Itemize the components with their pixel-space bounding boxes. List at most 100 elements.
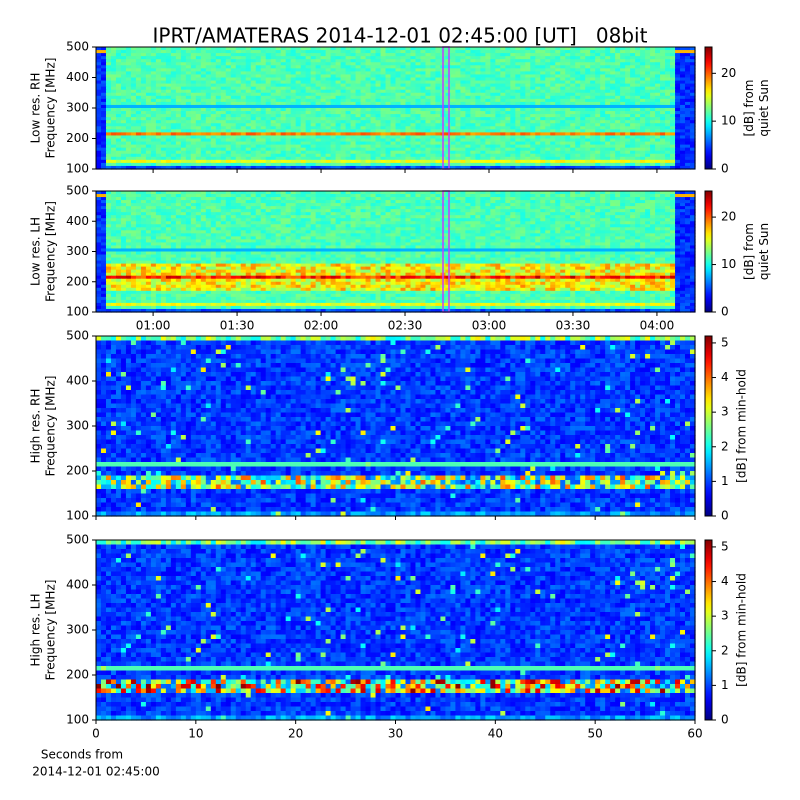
spectrogram-cell <box>155 68 162 72</box>
spectrogram-cell <box>460 89 466 94</box>
spectrogram-cell <box>530 47 536 51</box>
spectrogram-cell <box>160 50 167 54</box>
spectrogram-cell <box>690 86 696 91</box>
spectrogram-cell <box>515 71 521 76</box>
spectrogram-cell <box>415 92 422 97</box>
spectrogram-cell <box>640 71 646 76</box>
spectrogram-cell <box>310 89 317 94</box>
spectrogram-cell <box>450 77 456 82</box>
spectrogram-cell <box>450 53 456 57</box>
spectrogram-cell <box>355 101 362 106</box>
spectrogram-cell <box>465 98 471 103</box>
spectrogram-cell <box>390 89 397 94</box>
spectrogram-cell <box>450 80 456 85</box>
spectrogram-cell <box>150 98 157 103</box>
spectrogram-cell <box>535 108 541 112</box>
spectrogram-cell <box>255 77 262 82</box>
spectrogram-cell <box>155 86 162 91</box>
spectrogram-cell <box>575 86 581 91</box>
spectrogram-cell <box>215 86 222 91</box>
spectrogram-cell <box>255 62 262 66</box>
spectrogram-cell <box>490 71 496 76</box>
spectrogram-cell <box>190 108 197 112</box>
spectrogram-cell <box>400 92 407 97</box>
spectrogram-cell <box>225 83 232 88</box>
spectrogram-cell <box>245 47 252 51</box>
spectrogram-cell <box>520 89 526 94</box>
spectrogram-cell <box>270 50 277 54</box>
spectrogram-cell <box>550 59 556 63</box>
spectrogram-cell <box>175 95 182 100</box>
spectrogram-cell <box>155 77 162 82</box>
spectrogram-cell <box>170 89 177 94</box>
spectrogram-cell <box>260 95 267 100</box>
spectrogram-cell <box>195 62 202 66</box>
spectrogram-cell <box>510 83 516 88</box>
spectrogram-cell <box>325 77 332 82</box>
spectrogram-cell <box>405 77 412 82</box>
spectrogram-cell <box>490 59 496 63</box>
spectrogram-cell <box>330 53 337 57</box>
spectrogram-cell <box>595 68 601 72</box>
spectrogram-cell <box>520 65 526 69</box>
spectrogram-cell <box>670 86 676 91</box>
spectrogram-cell <box>520 53 526 57</box>
spectrogram-cell <box>345 71 352 76</box>
spectrogram-cell <box>355 98 362 103</box>
spectrogram-cell <box>265 104 272 109</box>
spectrogram-cell <box>275 89 282 94</box>
spectrogram-cell <box>170 101 177 106</box>
spectrogram-cell <box>110 62 117 66</box>
spectrogram-cell <box>660 86 666 91</box>
spectrogram-cell <box>235 65 242 69</box>
spectrogram-cell <box>570 92 576 97</box>
spectrogram-cell <box>380 74 387 79</box>
spectrogram-cell <box>300 65 307 69</box>
spectrogram-cell <box>380 50 387 54</box>
spectrogram-cell <box>585 101 591 106</box>
spectrogram-cell <box>580 50 586 54</box>
spectrogram-cell <box>665 47 671 51</box>
spectrogram-cell <box>545 68 551 72</box>
spectrogram-cell <box>260 59 267 63</box>
spectrogram-cell <box>345 83 352 88</box>
spectrogram-cell <box>365 59 372 63</box>
spectrogram-cell <box>530 74 536 79</box>
spectrogram-cell <box>495 56 501 60</box>
spectrogram-cell <box>290 74 297 79</box>
spectrogram-cell <box>690 95 696 100</box>
spectrogram-cell <box>245 77 252 82</box>
spectrogram-cell <box>335 71 342 76</box>
spectrogram-cell <box>205 68 212 72</box>
spectrogram-cell <box>620 98 626 103</box>
spectrogram-cell <box>490 86 496 91</box>
spectrogram-cell <box>290 86 297 91</box>
spectrogram-cell <box>570 95 576 100</box>
spectrogram-cell <box>685 98 691 103</box>
spectrogram-cell <box>540 89 546 94</box>
spectrogram-cell <box>270 108 277 112</box>
spectrogram-cell <box>300 95 307 100</box>
spectrogram-cell <box>100 83 107 88</box>
spectrogram-cell <box>135 89 142 94</box>
spectrogram-cell <box>320 104 327 109</box>
spectrogram-cell <box>210 47 217 51</box>
spectrogram-cell <box>160 108 167 112</box>
spectrogram-cell <box>630 53 636 57</box>
spectrogram-cell <box>530 108 536 112</box>
spectrogram-cell <box>135 95 142 100</box>
spectrogram-cell <box>265 83 272 88</box>
spectrogram-cell <box>650 71 656 76</box>
spectrogram-cell <box>280 108 287 112</box>
spectrogram-cell <box>255 65 262 69</box>
spectrogram-cell <box>685 65 691 69</box>
spectrogram-cell <box>455 74 461 79</box>
spectrogram-cell <box>660 62 666 66</box>
spectrogram-cell <box>96 74 102 79</box>
spectrogram-cell <box>545 47 551 51</box>
spectrogram-cell <box>180 47 187 51</box>
spectrogram-cell <box>520 62 526 66</box>
spectrogram-cell <box>350 77 357 82</box>
spectrogram-cell <box>330 74 337 79</box>
spectrogram-cell <box>505 98 511 103</box>
